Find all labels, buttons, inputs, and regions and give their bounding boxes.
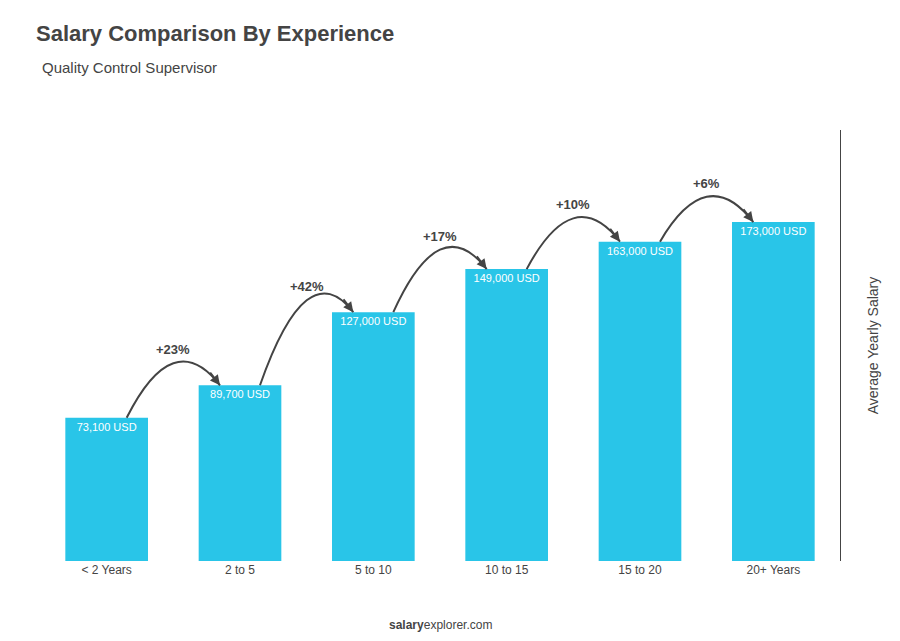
svg-text:149,000 USD: 149,000 USD	[474, 272, 540, 284]
svg-text:salaryexplorer.com: salaryexplorer.com	[389, 618, 492, 632]
svg-text:20+ Years: 20+ Years	[746, 563, 800, 577]
svg-text:15 to 20: 15 to 20	[618, 563, 662, 577]
svg-text:+42%: +42%	[290, 279, 324, 294]
svg-text:173,000 USD: 173,000 USD	[740, 225, 806, 237]
svg-text:127,000 USD: 127,000 USD	[340, 315, 406, 327]
svg-text:Average Yearly Salary: Average Yearly Salary	[865, 277, 881, 415]
svg-text:+10%: +10%	[556, 197, 590, 212]
svg-text:2 to 5: 2 to 5	[225, 563, 255, 577]
svg-text:73,100 USD: 73,100 USD	[77, 421, 137, 433]
svg-text:+23%: +23%	[156, 342, 190, 357]
svg-text:89,700 USD: 89,700 USD	[210, 388, 270, 400]
svg-text:< 2 Years: < 2 Years	[81, 563, 131, 577]
svg-text:+17%: +17%	[423, 229, 457, 244]
svg-text:5 to 10: 5 to 10	[355, 563, 392, 577]
svg-text:Salary Comparison By Experienc: Salary Comparison By Experience	[36, 21, 394, 46]
svg-text:10 to 15: 10 to 15	[485, 563, 529, 577]
svg-text:163,000 USD: 163,000 USD	[607, 245, 673, 257]
svg-text:+6%: +6%	[693, 176, 720, 191]
svg-text:Quality Control Supervisor: Quality Control Supervisor	[42, 59, 217, 76]
